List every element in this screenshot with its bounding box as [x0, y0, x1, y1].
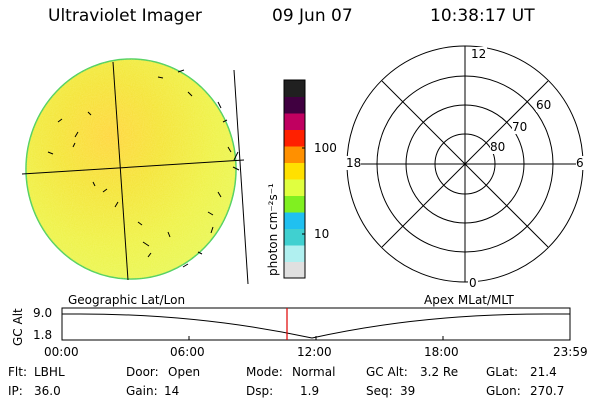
- mlt-label-12: 12: [470, 47, 488, 61]
- orbit-ytick-1_8: 1.8: [33, 328, 53, 342]
- colorbar-segment: [284, 80, 305, 97]
- colorbar-segment: [284, 113, 305, 130]
- disk-texture: [26, 59, 236, 279]
- orbit-xtick-2359: 23:59: [553, 345, 588, 359]
- glat-label: GLat:: [486, 365, 519, 379]
- orbit-right-label: Apex MLat/MLT: [424, 293, 514, 307]
- mlt-label-6: 6: [576, 156, 584, 170]
- meridian-line-east: [233, 69, 249, 285]
- colorbar-label: photon cm⁻²s⁻¹: [266, 183, 280, 276]
- colorbar-segment: [284, 146, 305, 163]
- orbit-xtick-0000: 00:00: [44, 345, 79, 359]
- polar-plot: [346, 45, 584, 283]
- glat-value: 21.4: [530, 365, 557, 379]
- ip-label: IP:: [8, 384, 23, 398]
- gain-value: 14: [164, 384, 180, 398]
- gcalt-label: GC Alt:: [366, 365, 408, 379]
- time-label: 10:38:17 UT: [430, 6, 535, 26]
- orbit-plot: GC Alt: [11, 307, 571, 346]
- orbit-altitude-curve: [62, 313, 570, 339]
- gain-label: Gain:: [126, 384, 158, 398]
- lat-label-70: 70: [512, 120, 528, 134]
- ip-value: 36.0: [34, 384, 61, 398]
- colorbar-segment: [284, 212, 305, 229]
- lat-label-60: 60: [536, 98, 552, 112]
- orbit-x-ticks: [61, 336, 571, 340]
- colorbar-segment: [284, 228, 305, 246]
- colorbar-segment: [284, 261, 305, 279]
- orbit-frame: [61, 307, 571, 341]
- colorbar: photon cm⁻²s⁻¹: [266, 79, 306, 279]
- mode-value: Normal: [292, 365, 336, 379]
- polar-diagonal-2: [381, 80, 549, 248]
- colorbar-tick-label-10: 10: [314, 227, 330, 241]
- glon-label: GLon:: [486, 384, 521, 398]
- mlt-label-18: 18: [346, 156, 362, 170]
- meridian-line: [112, 61, 129, 281]
- flt-label: Flt:: [8, 365, 27, 379]
- door-label: Door:: [126, 365, 159, 379]
- colorbar-frame: [283, 79, 306, 279]
- colorbar-segment: [284, 245, 305, 262]
- orbit-ytick-9: 9.0: [33, 306, 53, 320]
- flt-value: LBHL: [34, 365, 65, 379]
- orbit-xtick-1200: 12:00: [297, 345, 332, 359]
- orbit-xtick-1800: 18:00: [424, 345, 459, 359]
- colorbar-segment: [284, 96, 305, 114]
- orbit-left-label: Geographic Lat/Lon: [68, 293, 186, 307]
- colorbar-gradient: [284, 80, 305, 279]
- orbit-xtick-0600: 06:00: [170, 345, 205, 359]
- app-title: Ultraviolet Imager: [48, 6, 202, 26]
- coastline-fragments: [47, 69, 240, 268]
- seq-value: 39: [400, 384, 416, 398]
- parallel-line: [21, 159, 245, 175]
- orbit-ylabel: GC Alt: [11, 308, 25, 346]
- dsp-value: 1.9: [300, 384, 320, 398]
- colorbar-segment: [284, 179, 305, 196]
- glon-value: 270.7: [530, 384, 565, 398]
- date-label: 09 Jun 07: [272, 6, 353, 26]
- gcalt-value: 3.2 Re: [420, 365, 459, 379]
- colorbar-segment: [284, 195, 305, 213]
- mlt-label-0: 0: [468, 276, 478, 290]
- seq-label: Seq:: [366, 384, 393, 398]
- colorbar-tick-label-100: 100: [314, 141, 337, 155]
- earth-disk-image: [21, 58, 249, 285]
- colorbar-segment: [284, 162, 305, 180]
- lat-label-80: 80: [490, 140, 506, 154]
- mode-label: Mode:: [246, 365, 283, 379]
- colorbar-segment: [284, 129, 305, 147]
- door-value: Open: [168, 365, 201, 379]
- dsp-label: Dsp:: [246, 384, 274, 398]
